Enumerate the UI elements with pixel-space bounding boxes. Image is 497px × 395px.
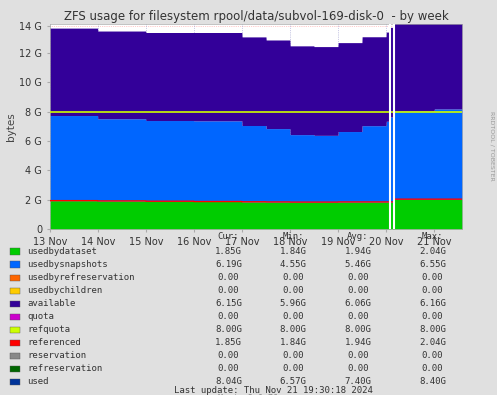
Text: 0.00: 0.00	[421, 273, 443, 282]
Text: 5.96G: 5.96G	[280, 299, 307, 308]
Text: 0.00: 0.00	[282, 286, 304, 295]
Text: usedbysnapshots: usedbysnapshots	[27, 260, 108, 269]
Text: 0.00: 0.00	[421, 365, 443, 373]
Text: reservation: reservation	[27, 352, 86, 360]
Text: 8.00G: 8.00G	[215, 325, 242, 334]
Text: 0.00: 0.00	[218, 312, 240, 321]
Text: 4.55G: 4.55G	[280, 260, 307, 269]
Text: 0.00: 0.00	[421, 312, 443, 321]
Text: RRDTOOL / TOBESTER: RRDTOOL / TOBESTER	[490, 111, 495, 181]
Text: 6.15G: 6.15G	[215, 299, 242, 308]
Text: 0.00: 0.00	[347, 286, 369, 295]
Text: 0.00: 0.00	[282, 273, 304, 282]
Text: referenced: referenced	[27, 339, 81, 347]
Text: 0.00: 0.00	[218, 352, 240, 360]
Text: 0.00: 0.00	[421, 352, 443, 360]
Text: 6.06G: 6.06G	[344, 299, 371, 308]
Text: 6.19G: 6.19G	[215, 260, 242, 269]
Text: 0.00: 0.00	[282, 365, 304, 373]
Text: 0.00: 0.00	[347, 273, 369, 282]
Text: 7.40G: 7.40G	[344, 378, 371, 386]
Text: 0.00: 0.00	[347, 365, 369, 373]
Text: 0.00: 0.00	[282, 312, 304, 321]
Text: 0.00: 0.00	[218, 273, 240, 282]
Text: 1.94G: 1.94G	[344, 247, 371, 256]
Text: 5.46G: 5.46G	[344, 260, 371, 269]
Text: refreservation: refreservation	[27, 365, 102, 373]
Text: Min:: Min:	[282, 232, 304, 241]
Text: usedbydataset: usedbydataset	[27, 247, 97, 256]
Text: Cur:: Cur:	[218, 232, 240, 241]
Text: 0.00: 0.00	[218, 365, 240, 373]
Text: 0.00: 0.00	[347, 312, 369, 321]
Text: 6.16G: 6.16G	[419, 299, 446, 308]
Text: 1.84G: 1.84G	[280, 247, 307, 256]
Text: 0.00: 0.00	[347, 352, 369, 360]
Text: 8.04G: 8.04G	[215, 378, 242, 386]
Y-axis label: bytes: bytes	[6, 112, 16, 141]
Text: Avg:: Avg:	[347, 232, 369, 241]
Text: 0.00: 0.00	[421, 286, 443, 295]
Text: usedbyrefreservation: usedbyrefreservation	[27, 273, 135, 282]
Text: 0.00: 0.00	[282, 352, 304, 360]
Title: ZFS usage for filesystem rpool/data/subvol-169-disk-0  - by week: ZFS usage for filesystem rpool/data/subv…	[64, 9, 448, 23]
Text: 1.84G: 1.84G	[280, 339, 307, 347]
Text: 6.57G: 6.57G	[280, 378, 307, 386]
Text: usedbychildren: usedbychildren	[27, 286, 102, 295]
Text: 2.04G: 2.04G	[419, 247, 446, 256]
Text: Last update: Thu Nov 21 19:30:18 2024: Last update: Thu Nov 21 19:30:18 2024	[174, 386, 373, 395]
Text: quota: quota	[27, 312, 54, 321]
Text: 8.40G: 8.40G	[419, 378, 446, 386]
Text: 0.00: 0.00	[218, 286, 240, 295]
Text: 8.00G: 8.00G	[280, 325, 307, 334]
Text: 1.85G: 1.85G	[215, 247, 242, 256]
Text: 8.00G: 8.00G	[344, 325, 371, 334]
Text: 8.00G: 8.00G	[419, 325, 446, 334]
Text: 1.94G: 1.94G	[344, 339, 371, 347]
Text: available: available	[27, 299, 76, 308]
Text: 1.85G: 1.85G	[215, 339, 242, 347]
Text: refquota: refquota	[27, 325, 71, 334]
Text: 6.55G: 6.55G	[419, 260, 446, 269]
Text: Max:: Max:	[421, 232, 443, 241]
Text: 2.04G: 2.04G	[419, 339, 446, 347]
Text: used: used	[27, 378, 49, 386]
Text: Munin 2.0.76: Munin 2.0.76	[219, 394, 278, 395]
